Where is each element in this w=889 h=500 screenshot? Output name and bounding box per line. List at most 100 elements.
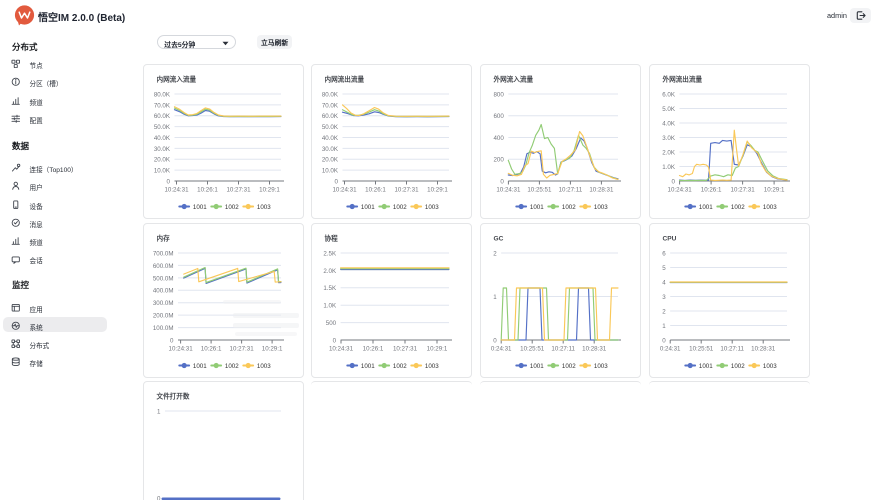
svg-text:6: 6 [662, 250, 666, 257]
svg-text:3.0K: 3.0K [662, 135, 676, 142]
svg-text:10:27:31: 10:27:31 [731, 186, 756, 193]
svg-text:GC: GC [494, 235, 504, 242]
svg-text:3: 3 [662, 294, 666, 301]
svg-text:500.0M: 500.0M [152, 275, 173, 282]
svg-text:4: 4 [662, 279, 666, 286]
svg-text:4.0K: 4.0K [662, 120, 676, 127]
svg-text:10:27:31: 10:27:31 [393, 345, 418, 352]
svg-text:10:26:1: 10:26:1 [701, 186, 722, 193]
svg-text:500: 500 [326, 320, 337, 327]
svg-text:10.0K: 10.0K [153, 168, 170, 175]
svg-text:30.0K: 30.0K [153, 146, 170, 153]
svg-text:1: 1 [662, 323, 666, 330]
svg-text:文件打开数: 文件打开数 [156, 392, 189, 401]
svg-text:0:24:31: 0:24:31 [491, 345, 512, 352]
svg-text:2.0K: 2.0K [324, 267, 338, 274]
svg-text:0:24:31: 0:24:31 [660, 345, 681, 352]
svg-text:10:24:31: 10:24:31 [168, 345, 193, 352]
svg-text:60.0K: 60.0K [153, 113, 170, 120]
svg-text:1003: 1003 [763, 363, 777, 370]
svg-text:10:25:51: 10:25:51 [520, 345, 545, 352]
svg-text:0: 0 [662, 337, 666, 344]
svg-text:0: 0 [335, 178, 339, 185]
svg-text:10:27:31: 10:27:31 [229, 345, 254, 352]
svg-text:2: 2 [493, 250, 497, 257]
svg-text:1002: 1002 [393, 363, 407, 370]
svg-text:80.0K: 80.0K [322, 91, 339, 98]
svg-text:10:27:11: 10:27:11 [559, 186, 583, 193]
svg-text:0: 0 [493, 337, 497, 344]
svg-text:2.0K: 2.0K [662, 149, 676, 156]
svg-text:1001: 1001 [530, 204, 544, 211]
svg-text:1001: 1001 [699, 204, 713, 211]
svg-text:50.0K: 50.0K [322, 124, 339, 131]
svg-text:800: 800 [494, 91, 505, 98]
svg-text:300.0M: 300.0M [152, 300, 173, 307]
svg-text:1002: 1002 [562, 204, 576, 211]
svg-text:内网流出流量: 内网流出流量 [325, 75, 365, 84]
svg-text:70.0K: 70.0K [153, 102, 170, 109]
svg-text:600.0M: 600.0M [152, 262, 173, 269]
svg-text:1002: 1002 [731, 363, 745, 370]
svg-text:20.0K: 20.0K [322, 157, 339, 164]
svg-text:10:27:11: 10:27:11 [720, 345, 744, 352]
svg-text:200: 200 [494, 157, 505, 164]
svg-text:1001: 1001 [699, 363, 713, 370]
svg-text:0: 0 [500, 178, 504, 185]
svg-text:700.0M: 700.0M [152, 250, 173, 257]
svg-text:1003: 1003 [425, 363, 439, 370]
svg-text:400: 400 [494, 135, 505, 142]
svg-text:10:26:1: 10:26:1 [365, 186, 386, 193]
svg-text:10:26:1: 10:26:1 [363, 345, 384, 352]
svg-text:0: 0 [333, 337, 337, 344]
svg-text:10:24:31: 10:24:31 [164, 186, 189, 193]
svg-text:5.0K: 5.0K [662, 106, 676, 113]
svg-text:1001: 1001 [192, 363, 206, 370]
svg-text:CPU: CPU [663, 235, 677, 242]
svg-text:2.5K: 2.5K [324, 250, 338, 257]
svg-text:10:29:1: 10:29:1 [259, 186, 280, 193]
svg-text:1001: 1001 [361, 204, 375, 211]
svg-text:10:25:51: 10:25:51 [527, 186, 552, 193]
svg-text:外网流出流量: 外网流出流量 [663, 75, 703, 84]
svg-text:1.0K: 1.0K [662, 164, 676, 171]
svg-text:10:28:31: 10:28:31 [582, 345, 607, 352]
svg-text:1003: 1003 [256, 363, 270, 370]
svg-text:1002: 1002 [731, 204, 745, 211]
svg-text:40.0K: 40.0K [322, 135, 339, 142]
svg-text:10:29:1: 10:29:1 [261, 345, 282, 352]
svg-text:0: 0 [672, 178, 676, 185]
svg-text:10:28:31: 10:28:31 [589, 186, 614, 193]
svg-text:40.0K: 40.0K [153, 135, 170, 142]
svg-text:1.0K: 1.0K [324, 302, 338, 309]
svg-text:1001: 1001 [361, 363, 375, 370]
svg-text:10:27:31: 10:27:31 [395, 186, 420, 193]
svg-text:10:26:1: 10:26:1 [200, 345, 221, 352]
svg-text:10:28:31: 10:28:31 [751, 345, 776, 352]
svg-text:1002: 1002 [224, 363, 238, 370]
svg-text:0: 0 [157, 496, 161, 500]
svg-text:0: 0 [170, 337, 174, 344]
svg-text:外网流入流量: 外网流入流量 [494, 75, 534, 84]
svg-text:1.5K: 1.5K [324, 285, 338, 292]
svg-text:10:26:1: 10:26:1 [197, 186, 218, 193]
svg-text:100.0M: 100.0M [152, 325, 173, 332]
svg-text:600: 600 [494, 113, 505, 120]
svg-text:1001: 1001 [192, 204, 206, 211]
svg-text:1003: 1003 [763, 204, 777, 211]
svg-text:10:24:31: 10:24:31 [496, 186, 521, 193]
svg-text:0: 0 [166, 178, 170, 185]
svg-text:5: 5 [662, 265, 666, 272]
svg-text:10:27:11: 10:27:11 [551, 345, 575, 352]
svg-text:70.0K: 70.0K [322, 102, 339, 109]
svg-text:6.0K: 6.0K [662, 91, 676, 98]
svg-text:80.0K: 80.0K [153, 91, 170, 98]
svg-text:10:27:31: 10:27:31 [226, 186, 251, 193]
svg-text:1002: 1002 [393, 204, 407, 211]
svg-text:10:29:1: 10:29:1 [427, 186, 448, 193]
svg-text:10:25:51: 10:25:51 [689, 345, 714, 352]
svg-text:1003: 1003 [256, 204, 270, 211]
svg-text:20.0K: 20.0K [153, 157, 170, 164]
svg-text:协程: 协程 [325, 233, 339, 242]
svg-text:10:29:1: 10:29:1 [427, 345, 448, 352]
